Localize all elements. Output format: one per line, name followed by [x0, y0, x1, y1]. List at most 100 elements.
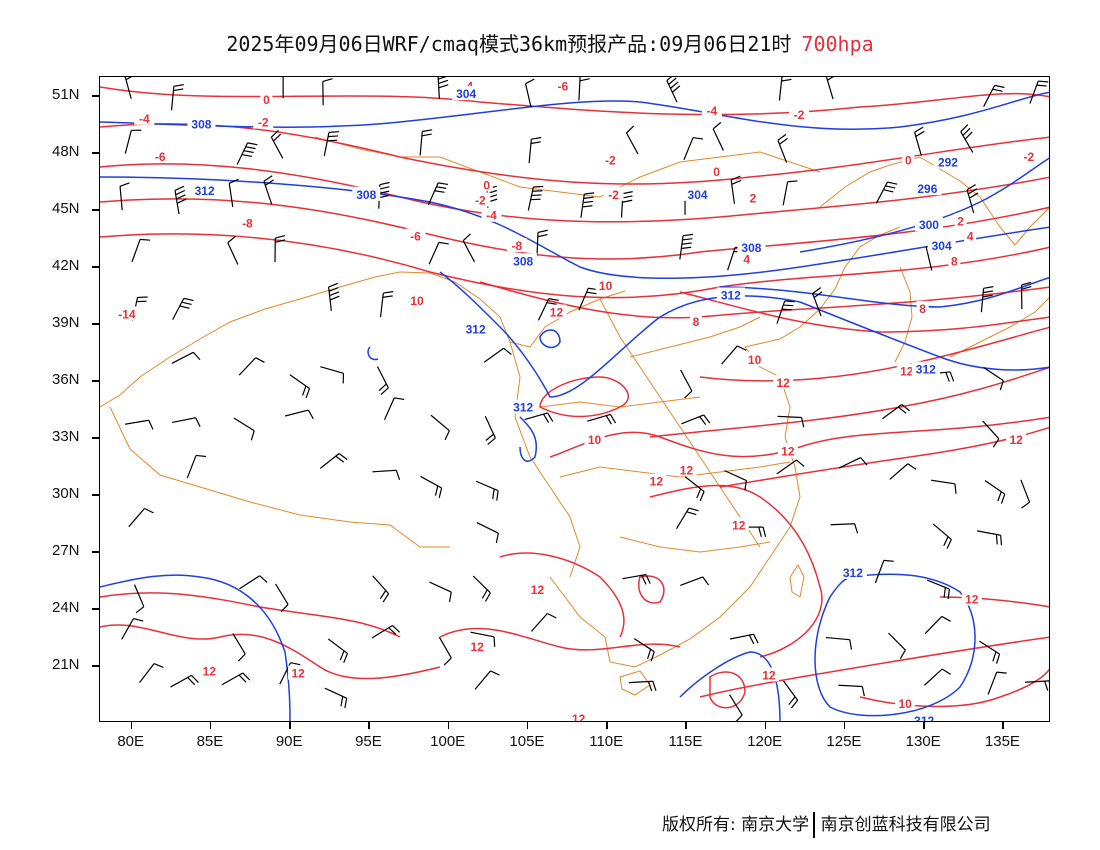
temperature-label-bg — [954, 213, 967, 228]
wind-barb — [232, 633, 246, 662]
geo-isoline — [519, 416, 537, 462]
wind-barb — [684, 476, 705, 501]
south-coast-border — [549, 496, 801, 668]
wind-barb — [427, 182, 449, 206]
lat-tick-label: 36N — [52, 371, 80, 388]
wind-barb — [666, 77, 681, 103]
wind-barb — [475, 480, 499, 501]
temperature-label-bg — [740, 251, 753, 266]
temperature-contour-label: -2 — [475, 194, 486, 208]
lon-tick-label: 90E — [275, 733, 303, 750]
temperature-contour-label: -4 — [706, 104, 717, 118]
wind-barb — [527, 185, 544, 211]
wind-barb — [275, 583, 289, 613]
lat-tick-mark — [92, 665, 99, 667]
wind-barb — [580, 192, 595, 218]
temperature-label-bg — [134, 110, 155, 125]
temperature-label-bg — [710, 164, 723, 178]
wind-barb — [228, 178, 239, 208]
wind-barb — [530, 612, 557, 632]
wind-barb — [420, 475, 443, 498]
geopotential-contour-label: 312 — [721, 289, 741, 303]
wind-barb — [372, 469, 401, 480]
wind-barb — [960, 124, 974, 153]
lat-tick-label: 42N — [52, 257, 80, 274]
lon-tick-label: 135E — [984, 733, 1020, 750]
hainan-border — [619, 670, 651, 696]
wind-barb — [323, 131, 339, 157]
map-title: 2025年09月06日WRF/cmaq模式36km预报产品:09月06日21时 7… — [0, 28, 1100, 57]
temperature-contour-label: 0 — [713, 165, 720, 179]
temperature-contour-label: -2 — [258, 116, 269, 130]
temperature-label-bg — [895, 696, 916, 710]
temp-isotherm — [100, 592, 401, 638]
temperature-label-bg — [676, 462, 697, 477]
wind-barb — [462, 233, 475, 263]
geopotential-label-bg — [509, 253, 538, 268]
weather-map-panel: 0-4-2-4-6-4-2-6-2000-2-2-4-22-8-6-842481… — [99, 76, 1050, 722]
temperature-contour-label: 12 — [550, 306, 564, 320]
geopotential-label-bg — [927, 238, 956, 253]
inner-province-3 — [629, 316, 761, 358]
lon-tick-label: 95E — [355, 733, 382, 750]
wind-barb — [528, 136, 542, 164]
temperature-contour-label: 12 — [732, 518, 746, 532]
temperature-contour-label: 2 — [957, 214, 964, 228]
temp-isotherm — [699, 636, 1049, 698]
contour-labels: 0-4-2-4-6-4-2-6-2000-2-2-4-22-8-6-842481… — [112, 78, 1039, 721]
lat-tick-mark — [92, 95, 99, 97]
temperature-contours — [100, 86, 1049, 709]
geo-isoline — [539, 329, 561, 349]
temp-isotherm — [859, 668, 1049, 708]
temperature-contour-label: -4 — [139, 112, 150, 126]
inner-province-2 — [599, 298, 761, 548]
wind-barb — [289, 374, 311, 399]
temperature-label-bg — [603, 186, 624, 201]
temp-isotherm — [649, 366, 1049, 438]
geopotential-label-bg — [933, 154, 962, 169]
temp-isotherm — [100, 86, 1049, 116]
geopotential-label-bg — [838, 564, 867, 579]
geopotential-label-bg — [190, 183, 219, 197]
temperature-label-bg — [467, 639, 488, 653]
taiwan-border — [789, 564, 805, 598]
lon-tick-label: 105E — [509, 733, 545, 750]
wind-barb — [324, 687, 348, 709]
temperature-contour-label: 12 — [965, 593, 979, 607]
wind-barb — [983, 84, 1005, 107]
wind-barb — [932, 523, 952, 549]
wind-barb — [680, 576, 710, 587]
temp-isotherm — [638, 575, 665, 604]
wind-barb — [825, 636, 853, 650]
wind-barb — [484, 416, 496, 445]
wind-barb — [874, 559, 894, 584]
wind-barb — [625, 125, 639, 155]
temperature-contour-label: -6 — [155, 150, 166, 164]
geopotential-contour-label: 292 — [938, 156, 958, 170]
wind-barb — [376, 366, 389, 395]
temperature-contour-label: 0 — [905, 154, 912, 168]
geopotential-label-bg — [911, 361, 940, 376]
wind-barb — [825, 77, 834, 100]
geopotential-contours — [100, 91, 1049, 721]
temperature-label-bg — [552, 78, 573, 93]
temperature-contour-label: 10 — [599, 279, 613, 293]
wind-barb — [170, 674, 199, 688]
wind-barb — [730, 175, 742, 204]
lon-tick-mark — [526, 722, 529, 729]
wind-barb — [622, 573, 651, 585]
wind-barb — [578, 77, 590, 101]
temperature-label-bg — [546, 304, 567, 319]
wind-barb — [327, 282, 340, 311]
wind-barb — [683, 137, 704, 161]
wind-barb — [782, 180, 798, 206]
temperature-contour-label: 4 — [967, 230, 974, 244]
wind-barb — [186, 454, 207, 479]
temp-isotherm — [100, 233, 1049, 299]
wind-barb — [419, 129, 433, 156]
geo-isoline — [799, 157, 1049, 253]
geo-isoline — [367, 346, 379, 361]
wind-barb — [174, 185, 187, 215]
geopotential-label-bg — [914, 217, 943, 232]
wind-barb — [931, 479, 957, 494]
